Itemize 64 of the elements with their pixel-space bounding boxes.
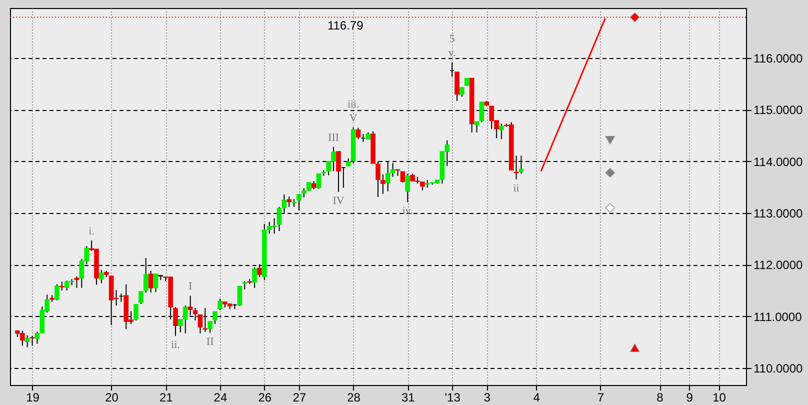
candlestick xyxy=(474,121,480,133)
candlestick xyxy=(218,298,222,311)
y-tick-label: 112.0000 xyxy=(754,258,803,272)
x-tick-label: 24 xyxy=(214,390,228,404)
annotation: 5 xyxy=(449,33,456,46)
y-tick-label: 113.0000 xyxy=(754,206,803,221)
candlestick xyxy=(302,188,306,198)
x-tick-label: 27 xyxy=(292,390,306,404)
x-tick-label: 19 xyxy=(26,390,40,404)
candlestick xyxy=(208,320,212,334)
candlestick xyxy=(54,284,60,301)
x-tick-label: 20 xyxy=(105,390,119,404)
x-tick-label: 8 xyxy=(656,390,664,404)
x-tick-label: '13 xyxy=(444,390,461,404)
point xyxy=(605,136,615,144)
y-tick-label: 111.0000 xyxy=(754,310,802,324)
annotation: II xyxy=(206,336,214,348)
y-tick-label: 110.0000 xyxy=(754,361,803,376)
annotation: I xyxy=(188,280,192,293)
y-tick-label: 115.0000 xyxy=(754,103,803,118)
annotation: III xyxy=(328,132,340,144)
candlestick xyxy=(148,270,154,294)
candlestick xyxy=(24,334,30,348)
candlestick xyxy=(405,173,410,203)
candlestick xyxy=(237,285,242,306)
candlestick xyxy=(356,127,361,140)
candlestick xyxy=(30,335,35,346)
candlestick xyxy=(454,72,460,102)
candlestick xyxy=(138,291,144,304)
annotation: v. xyxy=(448,47,456,60)
candlestick xyxy=(380,174,386,194)
annotation: IV xyxy=(332,194,344,207)
annotation: V xyxy=(349,112,358,124)
x-tick-label: 10 xyxy=(712,390,726,404)
candlestick xyxy=(74,276,80,288)
x-tick-label: 9 xyxy=(686,390,694,404)
annotation: ii. xyxy=(171,338,180,351)
x-tick-label: 4 xyxy=(533,390,540,404)
point xyxy=(605,168,615,178)
annotation: iv. xyxy=(402,205,414,218)
x-tick-label: 21 xyxy=(159,390,174,404)
ref-line-label: 116.79 xyxy=(327,18,364,32)
x-tick-label: 7 xyxy=(597,390,604,404)
y-tick-label: 114.0000 xyxy=(754,154,803,169)
point xyxy=(630,344,640,352)
x-tick-label: 3 xyxy=(484,390,491,404)
candlestick xyxy=(286,196,292,208)
candlestick xyxy=(316,173,322,190)
candlestick xyxy=(460,87,464,98)
annotation: iii. xyxy=(347,98,360,110)
annotation: i. xyxy=(88,225,95,238)
candlestick xyxy=(99,269,104,284)
y-tick-label: 116.0000 xyxy=(754,52,803,66)
point xyxy=(630,12,640,22)
candlestick xyxy=(34,331,40,344)
point xyxy=(605,203,615,213)
x-tick-label: 28 xyxy=(347,390,361,404)
candlestick xyxy=(134,304,138,321)
x-tick-label: 26 xyxy=(258,390,272,404)
candlestick xyxy=(296,194,302,211)
candlestick xyxy=(400,171,406,184)
annotation: ii xyxy=(513,182,520,194)
candlestick xyxy=(499,123,504,140)
x-tick-label: 31 xyxy=(401,390,416,404)
